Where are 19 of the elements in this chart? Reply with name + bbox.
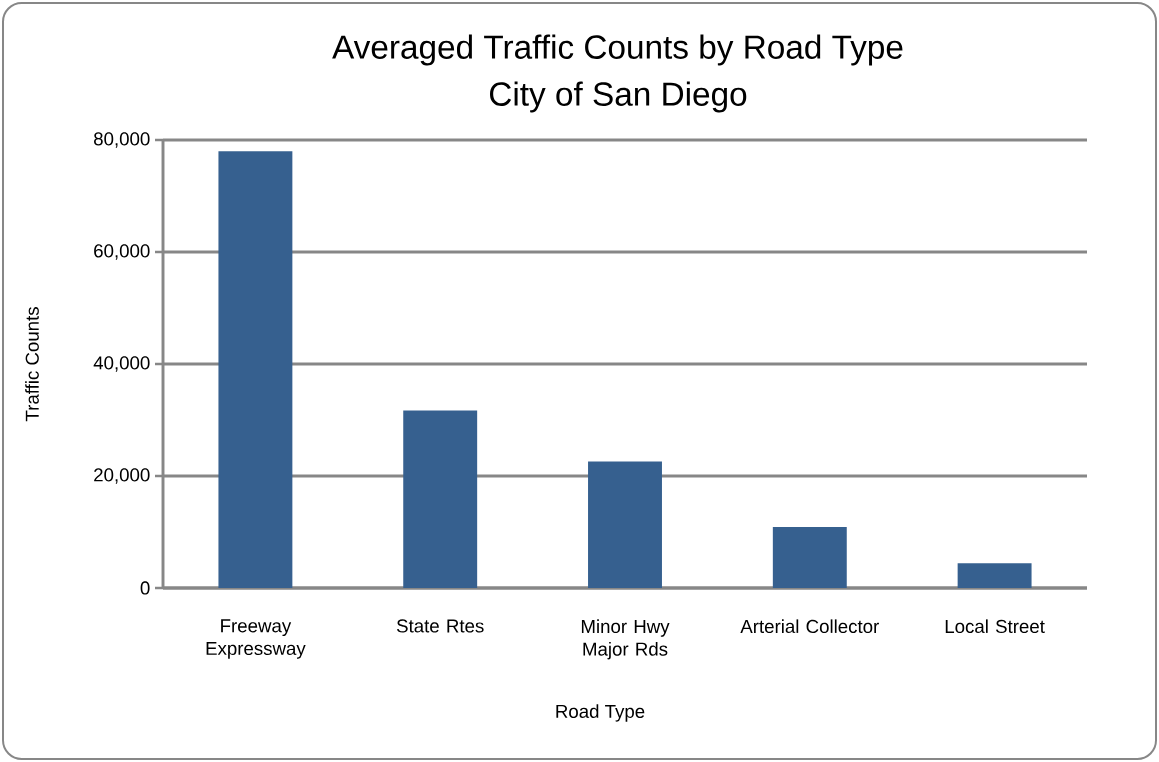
x-axis-title: Road Type — [556, 704, 645, 722]
bar — [588, 461, 662, 588]
chart-title: Averaged Traffic Counts by Road Type — [332, 34, 903, 66]
y-tick-label: 80,000 — [94, 132, 150, 148]
bar — [403, 410, 478, 588]
bar — [218, 151, 293, 588]
bar — [772, 526, 847, 588]
y-tick-label: 40,000 — [93, 356, 150, 372]
y-axis-title: Traffic Counts — [25, 307, 39, 422]
y-tick-label: 60,000 — [94, 244, 150, 260]
x-tick-label: Minor Hwy Major Rds — [581, 619, 670, 660]
y-tick-label: 20,000 — [94, 468, 150, 484]
bar — [957, 563, 1032, 588]
chart-subtitle: City of San Diego — [490, 81, 747, 113]
x-tick-label: State Rtes — [396, 619, 484, 633]
x-tick-label: Local Street — [945, 619, 1045, 634]
x-tick-label: Freeway Expressway — [206, 619, 306, 659]
x-tick-label: Arterial Collector — [740, 619, 879, 634]
y-tick-label: 0 — [140, 581, 150, 595]
